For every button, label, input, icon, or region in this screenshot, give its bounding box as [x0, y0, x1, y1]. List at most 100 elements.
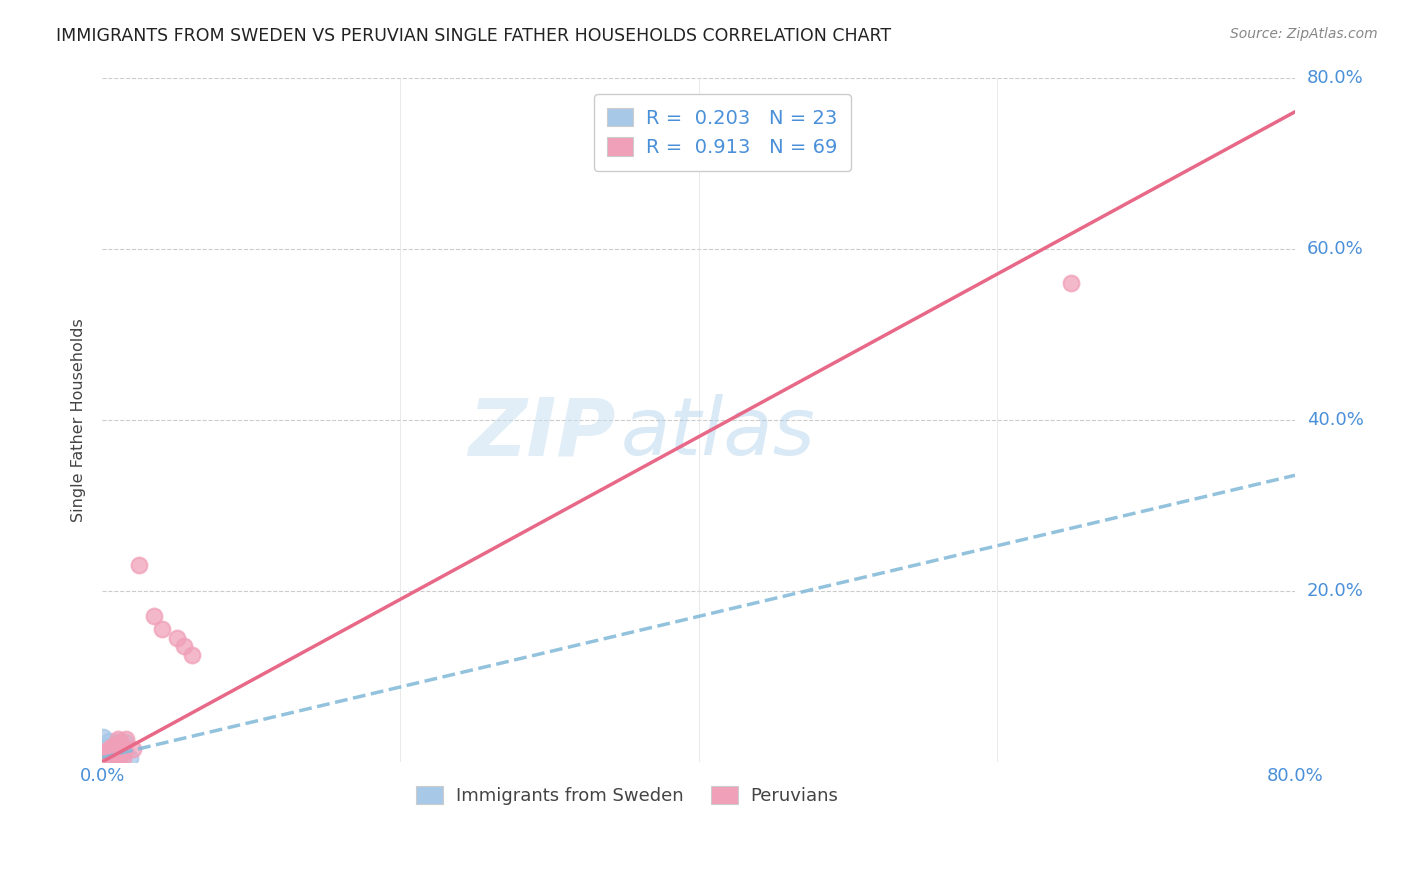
- Point: [91, 755, 114, 769]
- Point: [143, 609, 166, 624]
- Point: [98, 741, 121, 756]
- Point: [94, 746, 117, 760]
- Point: [107, 742, 129, 756]
- Point: [94, 755, 117, 769]
- Point: [100, 744, 122, 758]
- Point: [98, 734, 121, 748]
- Point: [100, 742, 122, 756]
- Point: [93, 752, 115, 766]
- Point: [93, 753, 115, 767]
- Point: [93, 744, 115, 758]
- Point: [107, 746, 129, 760]
- Text: 20.0%: 20.0%: [1308, 582, 1364, 599]
- Point: [104, 737, 127, 751]
- Point: [114, 734, 136, 748]
- Point: [100, 752, 122, 766]
- Point: [91, 747, 114, 761]
- Point: [100, 747, 122, 762]
- Point: [91, 755, 114, 769]
- Point: [105, 748, 128, 763]
- Point: [107, 742, 129, 756]
- Point: [97, 755, 120, 769]
- Point: [1060, 276, 1083, 290]
- Point: [122, 741, 145, 756]
- Text: atlas: atlas: [621, 394, 815, 473]
- Point: [98, 746, 121, 760]
- Point: [93, 750, 115, 764]
- Point: [94, 755, 117, 769]
- Point: [103, 751, 125, 765]
- Point: [94, 755, 117, 769]
- Point: [103, 741, 125, 756]
- Point: [104, 741, 127, 756]
- Point: [101, 749, 124, 764]
- Point: [103, 751, 125, 765]
- Point: [98, 753, 121, 767]
- Point: [96, 755, 118, 769]
- Point: [107, 732, 129, 747]
- Point: [150, 622, 173, 636]
- Point: [96, 745, 118, 759]
- Point: [101, 742, 124, 756]
- Point: [97, 753, 120, 767]
- Point: [98, 746, 121, 760]
- Text: 40.0%: 40.0%: [1308, 410, 1364, 429]
- Point: [98, 747, 121, 762]
- Point: [96, 748, 118, 763]
- Point: [128, 558, 150, 572]
- Point: [100, 755, 122, 769]
- Point: [111, 742, 134, 756]
- Point: [173, 640, 195, 654]
- Point: [98, 750, 121, 764]
- Point: [98, 755, 121, 769]
- Point: [91, 751, 114, 765]
- Point: [105, 735, 128, 749]
- Point: [96, 739, 118, 754]
- Point: [107, 753, 129, 767]
- Point: [111, 750, 134, 764]
- Point: [91, 748, 114, 763]
- Point: [96, 755, 118, 769]
- Text: 60.0%: 60.0%: [1308, 240, 1364, 258]
- Point: [110, 738, 132, 752]
- Point: [101, 749, 124, 764]
- Point: [93, 750, 115, 764]
- Point: [103, 743, 125, 757]
- Point: [93, 755, 115, 769]
- Point: [101, 755, 124, 769]
- Point: [94, 744, 117, 758]
- Text: ZIP: ZIP: [468, 394, 616, 473]
- Point: [91, 755, 114, 769]
- Point: [93, 747, 115, 761]
- Point: [107, 755, 129, 769]
- Legend: Immigrants from Sweden, Peruvians: Immigrants from Sweden, Peruvians: [408, 778, 848, 814]
- Point: [94, 755, 117, 769]
- Point: [94, 755, 117, 769]
- Point: [108, 740, 131, 755]
- Point: [103, 754, 125, 768]
- Point: [103, 743, 125, 757]
- Point: [103, 739, 125, 753]
- Point: [118, 750, 141, 764]
- Point: [104, 755, 127, 769]
- Point: [97, 755, 120, 769]
- Point: [105, 749, 128, 764]
- Point: [94, 755, 117, 769]
- Point: [100, 753, 122, 767]
- Point: [93, 745, 115, 759]
- Point: [97, 747, 120, 761]
- Text: IMMIGRANTS FROM SWEDEN VS PERUVIAN SINGLE FATHER HOUSEHOLDS CORRELATION CHART: IMMIGRANTS FROM SWEDEN VS PERUVIAN SINGL…: [56, 27, 891, 45]
- Point: [97, 750, 120, 764]
- Point: [100, 755, 122, 769]
- Point: [180, 648, 202, 662]
- Text: 80.0%: 80.0%: [1308, 69, 1364, 87]
- Point: [103, 745, 125, 759]
- Point: [166, 631, 188, 645]
- Point: [110, 744, 132, 758]
- Point: [100, 744, 122, 758]
- Text: Source: ZipAtlas.com: Source: ZipAtlas.com: [1230, 27, 1378, 41]
- Point: [91, 730, 114, 744]
- Point: [115, 732, 138, 747]
- Point: [93, 755, 115, 769]
- Point: [114, 744, 136, 758]
